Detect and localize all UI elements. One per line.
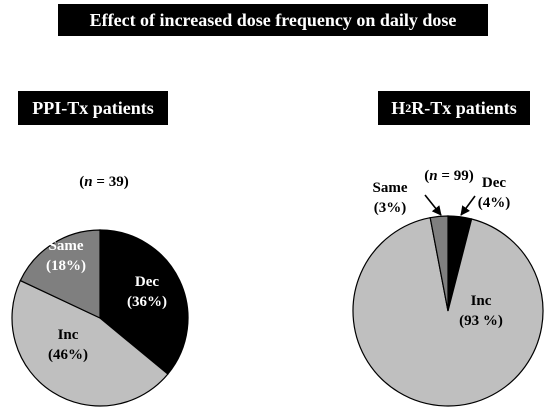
h2r-n-label: (n = 99) — [424, 168, 473, 184]
h2r-n-letter: n — [429, 168, 437, 184]
pie-slice-dec — [99, 229, 189, 375]
h2r-label-inc-pct: (93 %) — [459, 313, 503, 329]
h2r-label-dec: Dec — [482, 175, 506, 191]
chart-title: Effect of increased dose frequency on da… — [58, 4, 488, 36]
ppi-n-letter: n — [84, 174, 92, 190]
h2r-n-value: = 99) — [441, 168, 473, 184]
ppi-label-same-pct: (18%) — [46, 258, 86, 274]
h2r-title-h: H — [391, 97, 406, 118]
ppi-pie — [11, 229, 189, 407]
ppi-n-label: (n = 39) — [79, 174, 128, 190]
h2r-pie — [352, 215, 544, 407]
h2r-label-same-pct: (3%) — [374, 200, 407, 216]
h2r-label-inc: Inc — [471, 293, 492, 309]
ppi-label-same: Same — [49, 238, 84, 254]
pie-slice-same — [19, 229, 101, 319]
h2r-label-same: Same — [373, 180, 408, 196]
h2r-title-sub: 2 — [405, 100, 412, 115]
pie-slice-inc — [352, 216, 544, 407]
pie-slice-inc — [11, 279, 169, 407]
h2r-arrow-dec — [460, 195, 476, 216]
h2r-arrow-same — [424, 194, 442, 216]
ppi-title-text: PPI-Tx patients — [32, 97, 154, 118]
ppi-label-inc: Inc — [58, 327, 79, 343]
ppi-label-dec: Dec — [135, 274, 159, 290]
h2r-title-rest: R-Tx patients — [411, 97, 517, 118]
ppi-label-inc-pct: (46%) — [48, 347, 88, 363]
h2r-label-dec-pct: (4%) — [478, 195, 511, 211]
ppi-label-dec-pct: (36%) — [127, 294, 167, 310]
h2r-panel-title: H 2 R-Tx patients — [378, 91, 530, 125]
pie-slice-same — [429, 215, 449, 312]
ppi-panel-title: PPI-Tx patients — [18, 91, 168, 125]
ppi-n-value: = 39) — [96, 174, 128, 190]
